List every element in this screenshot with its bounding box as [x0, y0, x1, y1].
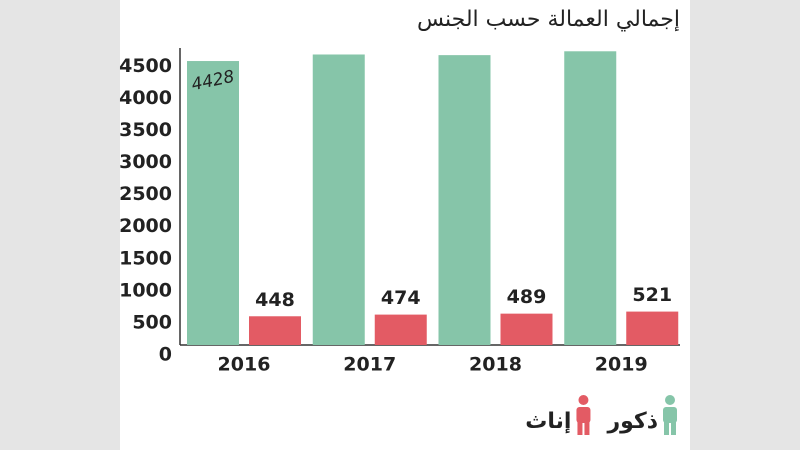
- legend-icon: [578, 395, 589, 405]
- value-label: 489: [507, 286, 547, 308]
- bar: [564, 51, 617, 346]
- legend-label: إناث: [525, 409, 571, 434]
- bar: [374, 314, 427, 345]
- legend-icon: [584, 421, 590, 435]
- value-label: 474: [381, 287, 421, 309]
- y-tick-label: 2000: [119, 215, 172, 237]
- legend-icon: [665, 395, 675, 405]
- y-tick-label: 0: [159, 344, 172, 366]
- y-tick-label: 1000: [119, 279, 172, 301]
- y-tick-label: 3500: [119, 119, 172, 141]
- legend-label: ذكور: [606, 409, 658, 434]
- legend-icon: [664, 421, 669, 435]
- legend-icon: [671, 421, 676, 435]
- bar: [187, 61, 239, 346]
- x-tick-label: 2018: [469, 354, 522, 376]
- legend-icon: [577, 421, 583, 435]
- bar: [500, 313, 553, 345]
- y-tick-label: 2500: [119, 183, 172, 205]
- bar: [312, 54, 365, 345]
- y-tick-label: 1500: [119, 247, 172, 269]
- y-tick-label: 500: [132, 311, 172, 333]
- y-tick-label: 4500: [119, 55, 172, 77]
- y-tick-label: 3000: [119, 151, 172, 173]
- legend-icon: [576, 407, 591, 423]
- bar: [249, 316, 301, 345]
- value-label: 448: [255, 289, 295, 311]
- y-tick-label: 4000: [119, 87, 172, 109]
- bar: [438, 55, 491, 346]
- bar: [626, 311, 679, 345]
- value-label: 521: [632, 284, 672, 306]
- x-tick-label: 2017: [343, 354, 396, 376]
- x-tick-label: 2016: [218, 354, 271, 376]
- legend-icon: [663, 407, 677, 423]
- chart-title: إجمالي العمالة حسب الجنس: [417, 7, 680, 32]
- x-tick-label: 2019: [595, 354, 648, 376]
